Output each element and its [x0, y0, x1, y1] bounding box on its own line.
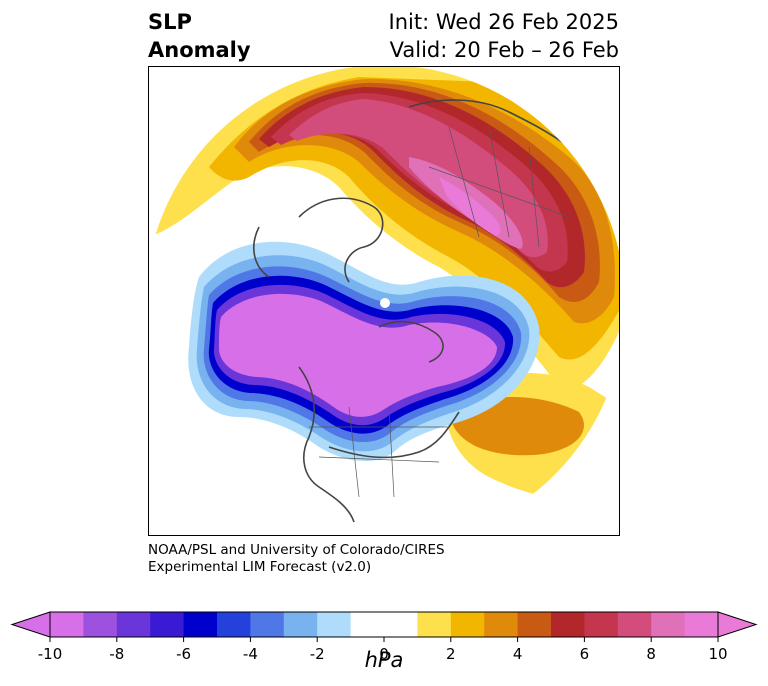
forecast-dates: Init: Wed 26 Feb 2025 Valid: 20 Feb – 26…	[389, 8, 619, 64]
colorbar-tick-label: -8	[109, 645, 124, 663]
colorbar-swatch	[484, 612, 519, 637]
colorbar-swatch	[517, 612, 552, 637]
title-line-1: SLP	[148, 10, 192, 34]
colorbar-swatch	[183, 612, 218, 637]
colorbar-swatch	[116, 612, 151, 637]
colorbar-tick-label: -4	[243, 645, 258, 663]
colorbar-extend-high	[717, 611, 758, 638]
credit-line-2: Experimental LIM Forecast (v2.0)	[148, 559, 372, 575]
slp-anomaly-map	[149, 67, 619, 535]
colorbar-extend-low	[10, 611, 51, 638]
colorbar-ticks: -10 -8 -6 -4 -2 0 2 4 6 8 10	[38, 637, 728, 663]
borders	[309, 126, 570, 498]
colorbar-unit: hPa	[364, 648, 404, 672]
colorbar-tick-label: 4	[513, 645, 523, 663]
colorbar-tick-label: 10	[708, 645, 727, 663]
colorbar-tick-label: 0	[379, 645, 389, 663]
map-title: SLP Anomaly	[148, 8, 251, 64]
colorbar-swatch	[283, 612, 318, 637]
negative-anomaly-region	[188, 241, 540, 462]
map-panel	[148, 66, 620, 536]
colorbar-swatch	[417, 612, 452, 637]
colorbar-swatch	[83, 612, 118, 637]
coastlines	[253, 86, 610, 523]
colorbar-tick-label: -2	[310, 645, 325, 663]
colorbar-swatch	[551, 612, 585, 637]
north-pole-marker	[380, 298, 390, 308]
colorbar: -10 -8 -6 -4 -2 0 2 4 6 8 10	[10, 611, 758, 663]
init-date: Init: Wed 26 Feb 2025	[388, 10, 619, 34]
colorbar-swatch	[684, 612, 719, 637]
colorbar-swatch	[50, 612, 84, 637]
colorbar-swatch	[584, 612, 619, 637]
credit-line-1: NOAA/PSL and University of Colorado/CIRE…	[148, 542, 445, 558]
colorbar-swatch	[651, 612, 686, 637]
colorbar-swatch	[450, 612, 485, 637]
colorbar-swatch	[150, 612, 185, 637]
credit-text: NOAA/PSL and University of Colorado/CIRE…	[148, 542, 445, 576]
colorbar-tick-label: 8	[646, 645, 656, 663]
colorbar-tick-label: 6	[580, 645, 590, 663]
colorbar-swatches	[49, 611, 719, 638]
colorbar-swatch	[617, 612, 652, 637]
colorbar-swatch	[384, 612, 418, 637]
colorbar-swatch	[217, 612, 251, 637]
colorbar-tick-label: 2	[446, 645, 456, 663]
colorbar-swatch	[350, 612, 385, 637]
colorbar-tick-label: -10	[38, 645, 63, 663]
colorbar-swatch	[250, 612, 285, 637]
colorbar-swatch	[317, 612, 352, 637]
title-line-2: Anomaly	[148, 38, 251, 62]
colorbar-tick-label: -6	[176, 645, 191, 663]
valid-range: Valid: 20 Feb – 26 Feb	[389, 38, 619, 62]
